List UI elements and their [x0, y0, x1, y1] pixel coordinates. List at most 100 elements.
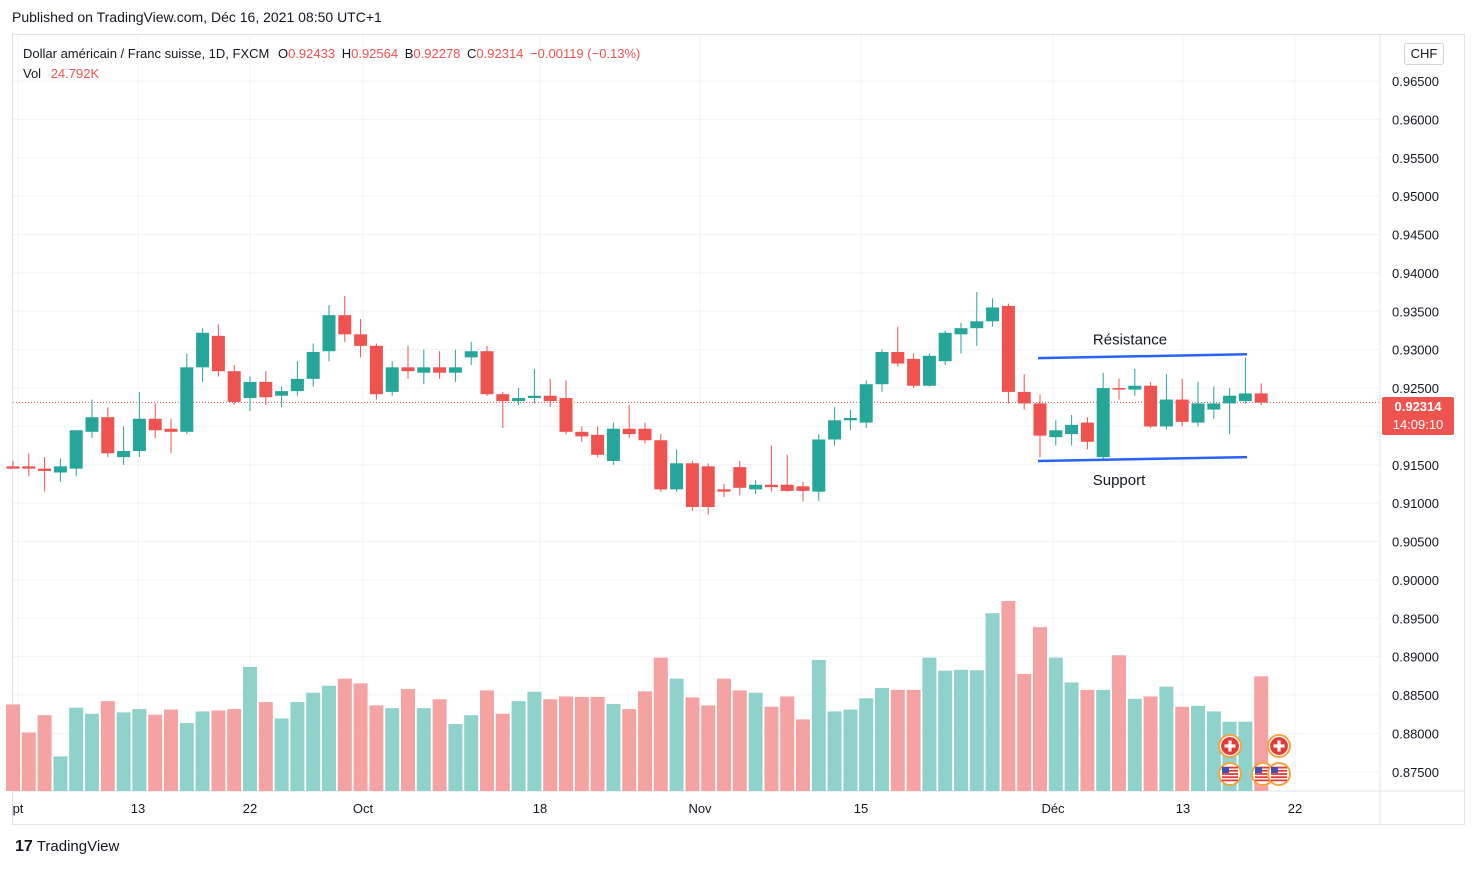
candle [132, 391, 146, 458]
candle-body [1128, 385, 1142, 390]
candle [227, 365, 241, 405]
candle-body [1159, 399, 1173, 427]
candle-body [701, 466, 715, 508]
candle [117, 426, 131, 465]
volume-bar [875, 688, 889, 791]
candle-body [1033, 403, 1047, 436]
candle-body [859, 384, 873, 423]
candle [496, 391, 510, 428]
volume-bar [527, 691, 542, 791]
close-label: C [467, 46, 477, 61]
price-tick-label: 0.96500 [1392, 74, 1439, 89]
currency-badge[interactable]: CHF [1404, 43, 1444, 65]
support-label: Support [1093, 472, 1146, 489]
volume-bar [1064, 682, 1079, 791]
candle-body [606, 428, 620, 461]
candle [1112, 378, 1126, 400]
candle-body [843, 417, 857, 421]
resistance-label: Résistance [1093, 331, 1167, 348]
candle-body [717, 489, 731, 492]
candle [606, 422, 620, 465]
stripe [1222, 776, 1238, 779]
candle-body [1001, 305, 1015, 392]
candle [1080, 417, 1094, 450]
volume-bar [85, 713, 99, 791]
stripe [1271, 766, 1287, 769]
candle-body [954, 328, 968, 335]
volume-bar [164, 709, 178, 791]
price-tick-label: 0.91000 [1392, 496, 1439, 511]
volume-bar [1080, 689, 1095, 791]
stripe [1271, 769, 1287, 772]
time-tick-label: 15 [854, 801, 868, 816]
candle-body [22, 466, 36, 469]
candle [38, 457, 52, 492]
candle [338, 295, 352, 343]
candle [907, 353, 921, 389]
volume-label: Vol [23, 66, 42, 81]
volume-bar [606, 703, 621, 791]
canton [1271, 767, 1278, 773]
stripe [1255, 769, 1271, 772]
candle-body [1049, 430, 1063, 438]
candle-body [117, 450, 131, 458]
candle-body [1080, 422, 1094, 442]
candle-body [322, 315, 336, 352]
candle-body [591, 434, 605, 455]
candle [211, 324, 225, 377]
volume-bar [1127, 698, 1142, 791]
ohlc-legend: Dollar américain / Franc suisse, 1D, FXC… [23, 46, 640, 61]
candle-body [543, 395, 557, 402]
candle [780, 454, 794, 492]
volume-bar [53, 756, 68, 791]
time-tick-label: 22 [1288, 801, 1302, 816]
candle [859, 380, 873, 428]
candle-body [243, 381, 257, 399]
candle-body [85, 417, 99, 432]
candle [354, 318, 368, 358]
high-value: 0.92564 [351, 46, 399, 61]
volume-bar [543, 699, 558, 791]
candle-body [101, 417, 115, 454]
price-tick-label: 0.96000 [1392, 112, 1439, 127]
price-tick-label: 0.93500 [1392, 304, 1439, 319]
price-tick-label: 0.95500 [1392, 151, 1439, 166]
candle [401, 345, 415, 379]
high-label: H [341, 46, 352, 61]
volume-bar [843, 709, 858, 791]
candle-body [891, 351, 905, 364]
volume-bar [69, 707, 84, 791]
volume-bar [148, 714, 163, 791]
canton [1222, 767, 1229, 773]
candle-body [148, 418, 162, 431]
candle-body [1191, 403, 1205, 423]
volume-bar [306, 692, 321, 791]
published-line: Published on TradingView.com, Déc 16, 20… [12, 9, 382, 25]
time-tick-label: Oct [353, 801, 374, 816]
candles [6, 292, 1268, 515]
volume-bar [669, 678, 684, 791]
volume-bar [954, 669, 968, 791]
volume-bar [432, 699, 447, 791]
candle [1159, 374, 1173, 430]
change-value: −0.00119 (−0.13%) [530, 46, 641, 61]
symbol-name[interactable]: Dollar américain / Franc suisse, 1D, FXC… [23, 46, 270, 61]
price-tick-label: 0.90000 [1392, 573, 1439, 588]
candle-body [749, 484, 763, 490]
volume-bar [116, 712, 131, 791]
candle-body [1223, 395, 1237, 404]
candle-body [559, 398, 573, 432]
candle [1096, 372, 1110, 461]
footer-brand[interactable]: 17 TradingView [15, 838, 119, 856]
volume-bar [1206, 711, 1221, 791]
candle-body [1144, 385, 1158, 427]
volume-bar [511, 701, 526, 791]
candle [654, 434, 668, 492]
volume-bar [985, 613, 1000, 791]
candle-body [38, 468, 52, 471]
volume-bar [495, 713, 510, 791]
price-tick-label: 0.89000 [1392, 650, 1439, 665]
candle [733, 460, 747, 496]
stripe [1271, 779, 1287, 782]
